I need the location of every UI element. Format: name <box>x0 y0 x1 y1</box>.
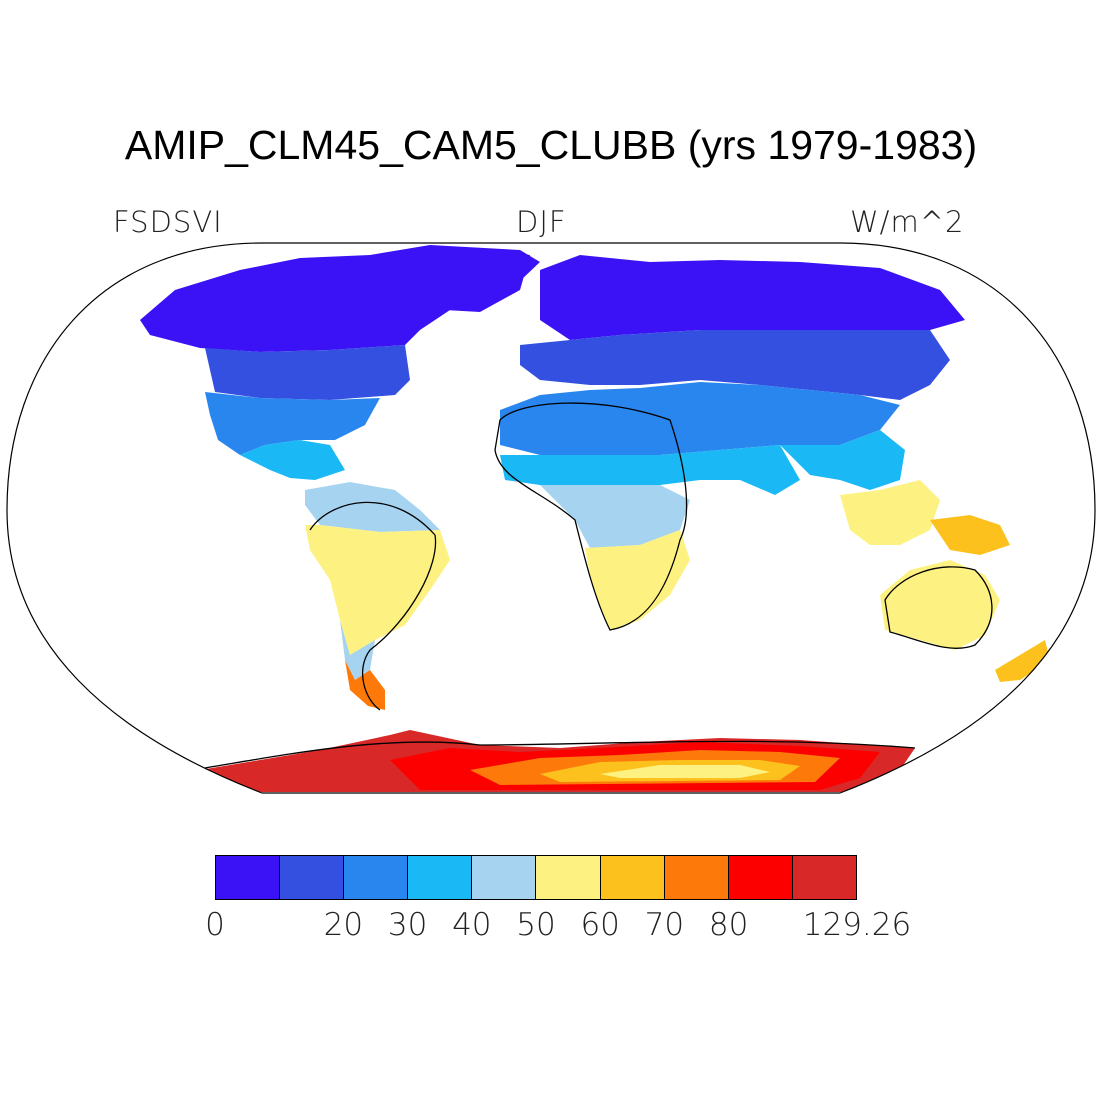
colorbar-bin <box>280 856 345 899</box>
region-new-zealand <box>995 640 1050 682</box>
region-indonesia <box>840 480 940 545</box>
units-label: W/m^2 <box>850 205 965 239</box>
colorbar-bin <box>472 856 537 899</box>
region-central-africa <box>540 485 690 548</box>
colorbar-bin <box>536 856 601 899</box>
region-europe-central-asia <box>520 330 950 400</box>
coastline-australia <box>884 566 993 649</box>
region-sahara-middle-east <box>500 382 900 455</box>
colorbar-tick-label: 60 <box>580 907 620 943</box>
coastlines <box>204 402 993 769</box>
colorbar-tick-label: 80 <box>708 907 749 943</box>
region-south-america-south <box>340 620 375 680</box>
colorbar-bin <box>664 856 729 899</box>
map-title: AMIP_CLM45_CAM5_CLUBB (yrs 1979-1983) <box>124 122 978 168</box>
region-sahel-india <box>500 445 800 495</box>
land-fields <box>140 245 1050 792</box>
region-antarctica-interior <box>600 765 770 778</box>
region-mexico <box>240 440 345 480</box>
colorbar-tick-label: 0 <box>205 907 225 943</box>
colorbar-bin <box>216 856 281 899</box>
colorbar-bin <box>344 856 409 899</box>
colorbar-bin <box>600 856 665 899</box>
colorbar-tick-label: 129.26 <box>802 907 912 943</box>
colorbar-tick-label: 40 <box>452 907 492 943</box>
variable-label: FSDSVI <box>113 205 223 239</box>
region-greenland <box>420 250 530 312</box>
region-southeast-asia <box>780 430 905 490</box>
coastline-south-america <box>309 501 437 711</box>
colorbar <box>215 855 857 900</box>
globe-outline <box>6 242 1096 794</box>
season-label: DJF <box>516 205 567 239</box>
region-southern-africa <box>585 530 690 630</box>
colorbar-tick-label: 20 <box>323 907 364 943</box>
region-patagonia <box>345 660 385 710</box>
colorbar-bin <box>408 856 473 899</box>
region-usa <box>205 392 380 455</box>
region-eurasia-north <box>540 255 965 340</box>
region-australia <box>880 560 1000 650</box>
colorbar-tick-label: 50 <box>516 907 556 943</box>
region-south-america-north <box>305 482 440 532</box>
colorbar-bin <box>728 856 793 899</box>
region-canada <box>205 345 410 400</box>
coastline-africa <box>494 402 688 631</box>
colorbar-tick-label: 70 <box>644 907 685 943</box>
region-new-guinea <box>930 515 1010 555</box>
coastline-antarctica <box>204 740 916 769</box>
colorbar-tick-label: 30 <box>387 907 428 943</box>
colorbar-bin <box>792 856 856 899</box>
region-south-america-central <box>305 525 450 655</box>
